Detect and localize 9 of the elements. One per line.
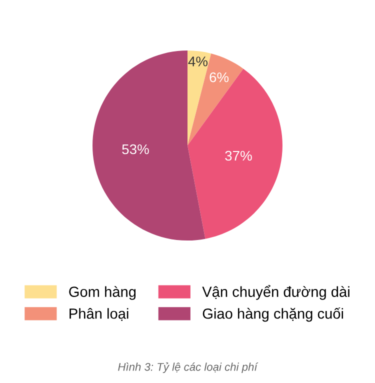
legend-label: Gom hàng	[69, 286, 136, 300]
data-label: 6%	[210, 72, 229, 82]
legend-label: Vận chuyển đường dài	[202, 285, 350, 300]
data-label: 4%	[188, 56, 208, 66]
text: Hình 3: Tỷ lệ các loại chi phí	[118, 362, 258, 374]
legend-label: Phân loại	[70, 308, 128, 321]
legend-label: Giao hàng chặng cuối	[202, 307, 344, 322]
data-label: 53%	[122, 144, 149, 154]
data-label: 37%	[225, 150, 252, 161]
